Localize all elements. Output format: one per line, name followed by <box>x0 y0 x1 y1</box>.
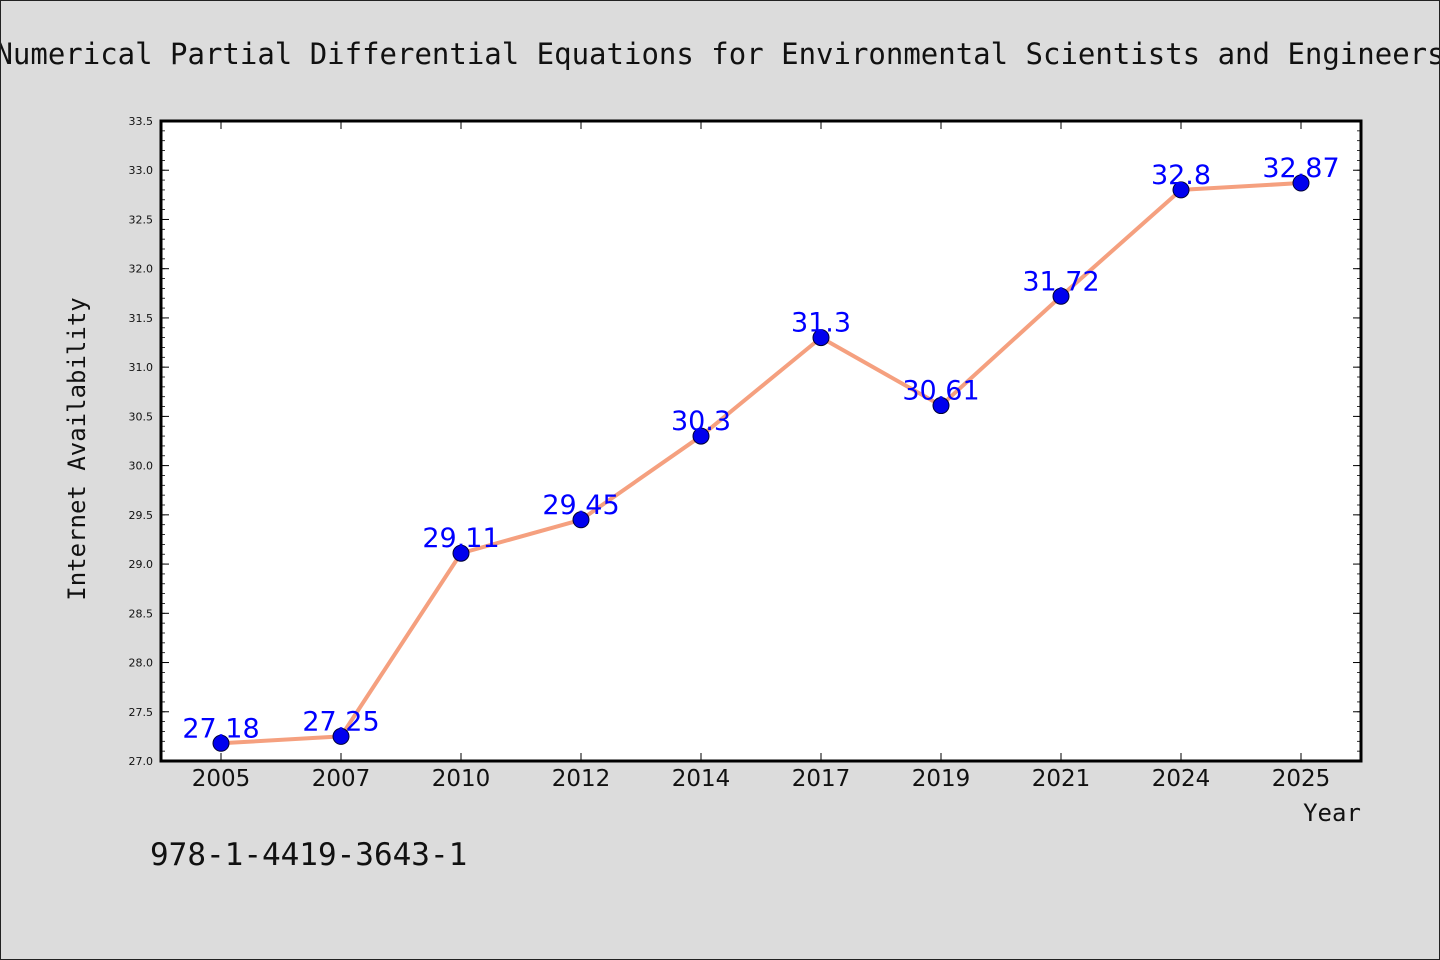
y-axis: 27.0 27.5 28.0 28.5 29.0 29.5 30.0 30.5 31.0 31.5… <box>129 115 1361 768</box>
y-tick-label: 31.0 <box>129 361 154 374</box>
data-label: 32.87 <box>1262 153 1339 184</box>
series-line <box>212 174 1310 752</box>
data-label: 27.25 <box>302 706 379 737</box>
x-tick-label: 2025 <box>1272 766 1331 792</box>
y-tick-label: 29.0 <box>129 558 154 571</box>
y-tick-label: 33.5 <box>129 115 154 128</box>
y-tick-label: 33.0 <box>129 164 154 177</box>
x-tick-label: 2005 <box>192 766 251 792</box>
data-label: 27.18 <box>182 713 259 744</box>
y-tick-label: 30.5 <box>129 410 154 423</box>
x-tick-label: 2010 <box>432 766 491 792</box>
y-axis-label: Internet Availability <box>63 297 91 600</box>
y-tick-label: 27.0 <box>129 755 154 768</box>
x-tick-label: 2014 <box>672 766 731 792</box>
series-path <box>220 181 1302 746</box>
y-tick-label: 28.0 <box>129 657 154 670</box>
x-tick-label: 2019 <box>912 766 971 792</box>
y-tick-label: 31.5 <box>129 312 154 325</box>
y-tick-label: 28.5 <box>129 607 154 620</box>
data-point-marker <box>1292 174 1310 192</box>
data-label: 30.3 <box>671 406 731 437</box>
x-tick-label: 2017 <box>792 766 851 792</box>
y-tick-label: 27.5 <box>129 706 154 719</box>
data-label: 29.45 <box>542 490 619 521</box>
data-point-marker <box>812 329 830 347</box>
data-point-marker <box>212 734 230 752</box>
data-point-marker <box>332 727 350 745</box>
data-label: 31.72 <box>1022 266 1099 297</box>
x-tick-label: 2012 <box>552 766 611 792</box>
data-point-marker <box>1172 181 1190 199</box>
y-tick-label: 32.5 <box>129 213 154 226</box>
plot-area <box>159 119 1363 763</box>
data-point-marker <box>1052 287 1070 305</box>
data-label: 31.3 <box>791 308 851 339</box>
data-label: 30.61 <box>902 376 979 407</box>
y-tick-label: 30.0 <box>129 460 154 473</box>
data-labels: 27.18 27.25 29.11 29.45 30.3 31.3 30.61 31.72 32… <box>182 153 1339 744</box>
data-point-marker <box>692 427 710 445</box>
data-point-marker <box>572 511 590 529</box>
data-label: 32.8 <box>1151 160 1211 191</box>
data-point-marker <box>452 544 470 562</box>
data-point-marker <box>932 397 950 415</box>
isbn-annotation: 978-1-4419-3643-1 <box>150 837 467 873</box>
x-tick-label: 2021 <box>1032 766 1091 792</box>
x-axis-label: Year <box>1303 799 1361 827</box>
x-axis: 2005 2007 2010 2012 2014 2017 2019 2021 2024 2025 <box>192 121 1331 792</box>
y-tick-label: 32.0 <box>129 263 154 276</box>
chart-title: Numerical Partial Differential Equations… <box>1 37 1439 71</box>
x-tick-label: 2007 <box>312 766 371 792</box>
x-tick-label: 2024 <box>1152 766 1211 792</box>
data-label: 29.11 <box>422 523 499 554</box>
y-tick-label: 29.5 <box>129 509 154 522</box>
